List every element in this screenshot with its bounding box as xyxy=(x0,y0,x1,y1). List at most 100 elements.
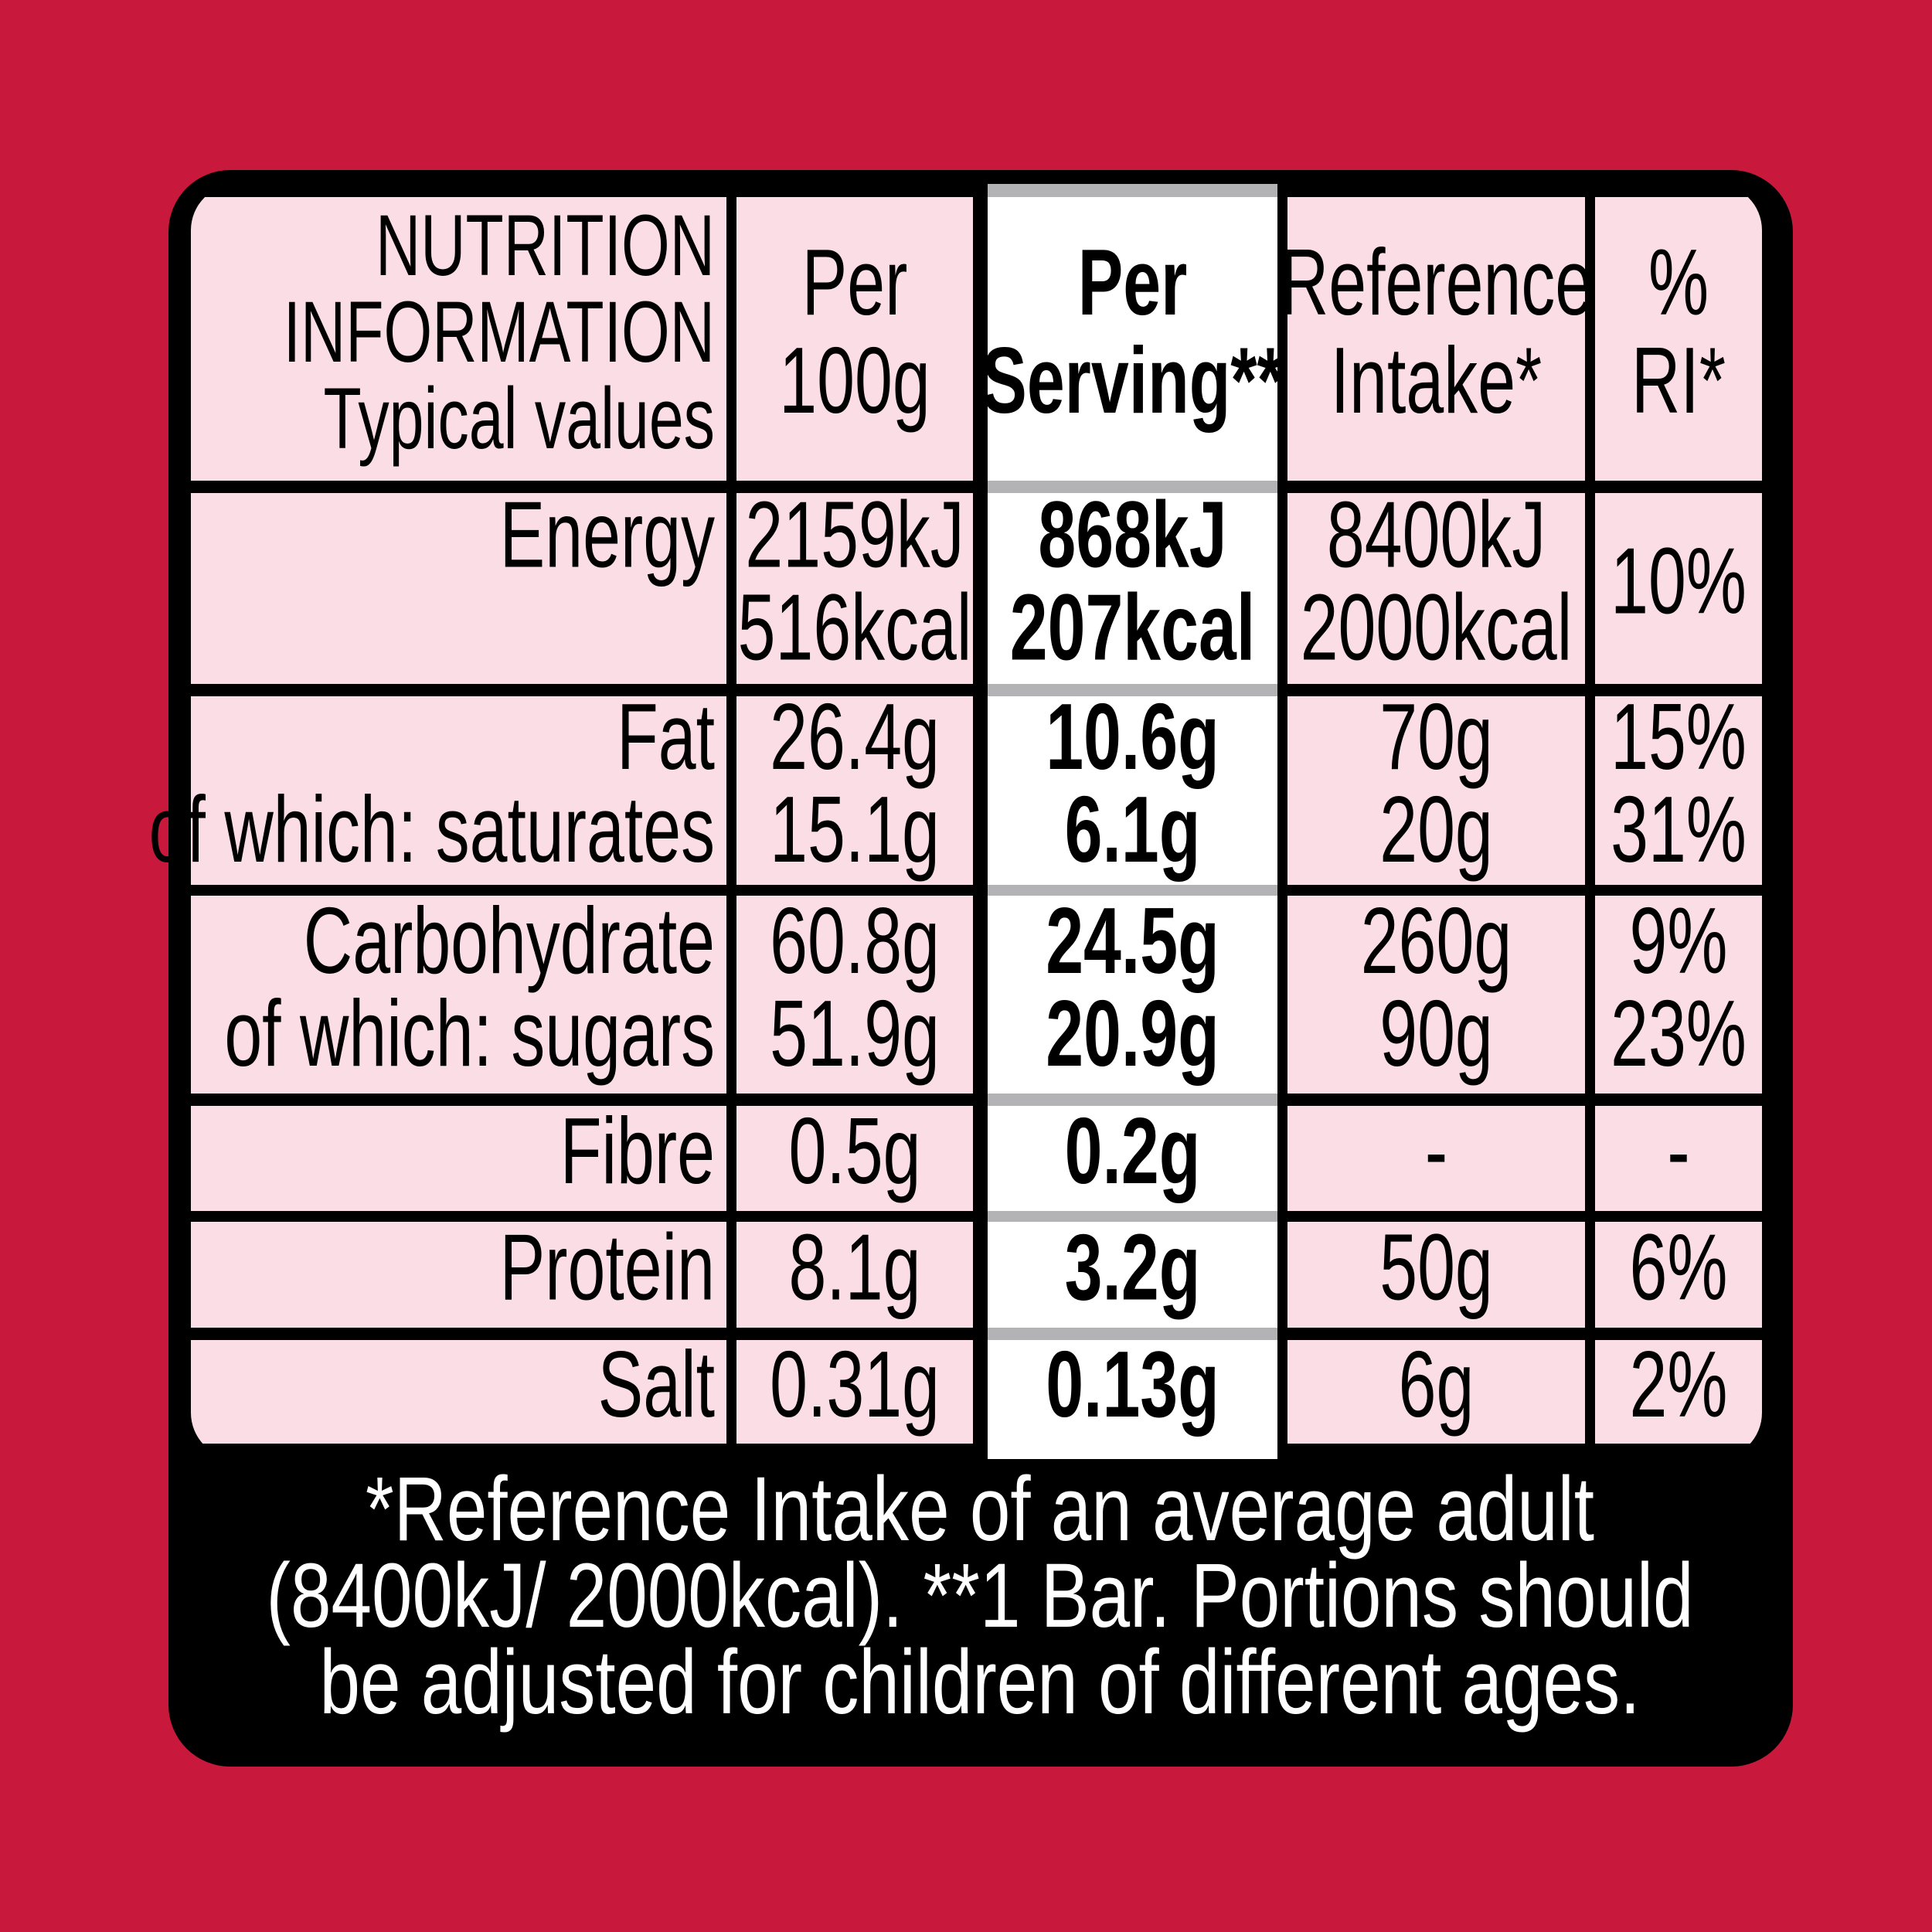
serving-cell xyxy=(988,1106,1277,1211)
cell xyxy=(1287,197,1585,481)
text-wrap: 0.13g xyxy=(1046,1332,1219,1437)
text-wrap: 6g xyxy=(1399,1332,1475,1437)
cell-text: 6.1g xyxy=(1065,777,1201,883)
serving-cell xyxy=(988,1222,1277,1328)
cell xyxy=(191,1106,726,1211)
text-wrap: (8400kJ/ 2000kcal). **1 Bar. Portions sh… xyxy=(267,1544,1694,1647)
text-wrap: of which: saturates xyxy=(149,777,715,883)
text-wrap: 207kcal xyxy=(1010,575,1256,681)
cell-text: 51.9g xyxy=(770,981,940,1087)
text-wrap: 90g xyxy=(1379,981,1493,1087)
cell-text: 3.2g xyxy=(1065,1215,1201,1321)
cell-text: INFORMATION xyxy=(284,284,715,380)
text-wrap: be adjusted for children of different ag… xyxy=(320,1631,1641,1733)
text-wrap: INFORMATION xyxy=(284,284,715,380)
text-wrap: Per xyxy=(1078,230,1188,335)
cell-text: 70g xyxy=(1379,684,1493,790)
text-wrap: 26.4g xyxy=(770,684,940,790)
text-wrap: 31% xyxy=(1611,777,1747,883)
text-wrap: 8400kJ xyxy=(1327,482,1546,588)
table xyxy=(191,184,1762,1459)
text-wrap: 260g xyxy=(1361,888,1512,994)
cell-text: 100g xyxy=(779,328,930,434)
cell-text: 2159kJ xyxy=(745,482,964,588)
cell-text: RI* xyxy=(1631,328,1726,434)
cell-text: Energy xyxy=(500,482,715,588)
cell xyxy=(1287,493,1585,684)
cell-text: 23% xyxy=(1611,981,1747,1087)
cell-text: 24.5g xyxy=(1046,888,1219,994)
cell-text: 60.8g xyxy=(770,888,940,994)
cell-text: 0.13g xyxy=(1046,1332,1219,1437)
cell xyxy=(1595,1222,1762,1328)
serving-cell xyxy=(988,197,1277,481)
cell-text: 15.1g xyxy=(770,777,940,883)
cell xyxy=(191,493,726,684)
cell xyxy=(1287,696,1585,885)
cell-text: 26.4g xyxy=(770,684,940,790)
cell xyxy=(191,1222,726,1328)
text-wrap: 10% xyxy=(1611,529,1747,634)
cell-text: of which: sugars xyxy=(224,981,715,1087)
text-wrap: 23% xyxy=(1611,981,1747,1087)
cell xyxy=(1595,1106,1762,1211)
cell-text: - xyxy=(1425,1098,1447,1204)
cell-text: Fibre xyxy=(560,1098,715,1204)
text-wrap: Intake* xyxy=(1331,328,1542,434)
serving-cell xyxy=(988,1340,1277,1459)
text-wrap: 2159kJ xyxy=(745,482,964,588)
text-wrap: 10.6g xyxy=(1046,684,1219,790)
cell xyxy=(1287,1340,1585,1444)
cell-text: - xyxy=(1667,1098,1689,1204)
cell-text: 50g xyxy=(1379,1215,1493,1321)
text-wrap: 70g xyxy=(1379,684,1493,790)
text-wrap: Carbohydrate xyxy=(304,888,715,994)
cell-text: NUTRITION xyxy=(376,197,715,294)
cell-text: Serving** xyxy=(981,328,1284,434)
cell xyxy=(736,1106,973,1211)
cell-text: 6% xyxy=(1630,1215,1728,1321)
cell-text: 10.6g xyxy=(1046,684,1219,790)
serving-cell xyxy=(988,493,1277,684)
cell-text: 90g xyxy=(1379,981,1493,1087)
cell-text: % xyxy=(1648,230,1709,335)
cell-text: 9% xyxy=(1630,888,1728,994)
text-wrap: Serving** xyxy=(981,328,1284,434)
cell xyxy=(1595,696,1762,885)
cell-text: Reference xyxy=(1280,230,1593,335)
text-wrap: Energy xyxy=(500,482,715,588)
text-wrap: 3.2g xyxy=(1065,1215,1201,1321)
cell-text: 20g xyxy=(1379,777,1493,883)
cell xyxy=(191,197,726,481)
cell-text: Per xyxy=(802,230,908,335)
cell-text: of which: saturates xyxy=(149,777,715,883)
text-wrap: 868kJ xyxy=(1038,482,1226,588)
serving-cell xyxy=(988,696,1277,885)
text-wrap: 60.8g xyxy=(770,888,940,994)
cell xyxy=(191,896,726,1094)
text-wrap: 2% xyxy=(1630,1332,1728,1437)
cell xyxy=(1595,493,1762,684)
cell xyxy=(1287,1106,1585,1211)
text-wrap: 15% xyxy=(1611,684,1747,790)
cell-text: 31% xyxy=(1611,777,1747,883)
text-wrap: Fat xyxy=(617,684,715,790)
cell-text: 15% xyxy=(1611,684,1747,790)
cell xyxy=(736,1222,973,1328)
cell xyxy=(736,896,973,1094)
cell xyxy=(191,696,726,885)
text-wrap: of which: sugars xyxy=(224,981,715,1087)
cell-text: Per xyxy=(1078,230,1188,335)
text-wrap: 0.5g xyxy=(789,1098,921,1204)
cell-text: 8400kJ xyxy=(1327,482,1546,588)
cell-text: 6g xyxy=(1399,1332,1475,1437)
cell-text: Salt xyxy=(598,1332,715,1437)
cell-text: 260g xyxy=(1361,888,1512,994)
cell-text: Typical values xyxy=(324,370,715,467)
cell-text: 516kcal xyxy=(738,575,972,681)
text-wrap: Typical values xyxy=(324,370,715,467)
text-wrap: 51.9g xyxy=(770,981,940,1087)
cell-text: Protein xyxy=(500,1215,715,1321)
cell-text: 868kJ xyxy=(1038,482,1226,588)
